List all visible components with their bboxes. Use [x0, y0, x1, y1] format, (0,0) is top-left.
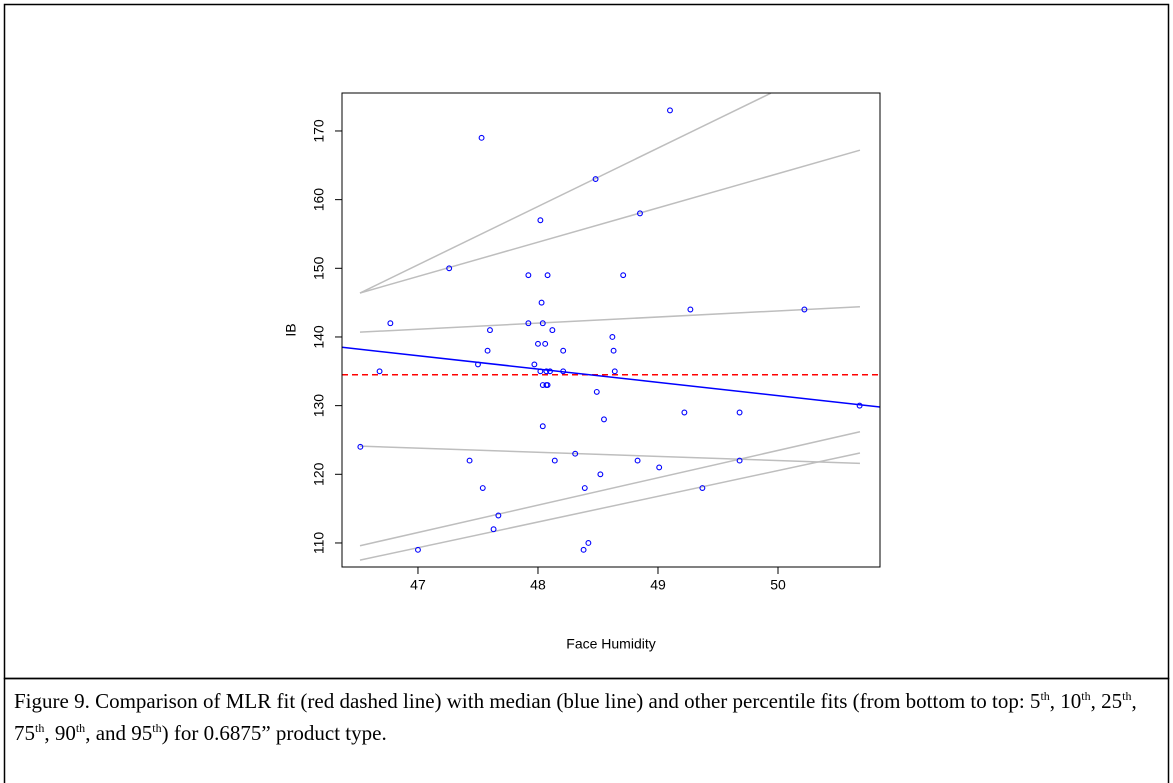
point	[601, 416, 607, 423]
point	[667, 107, 673, 114]
point	[478, 134, 485, 141]
caption-text: Figure 9. Comparison of MLR fit (red das…	[14, 689, 1041, 713]
point	[535, 340, 541, 347]
caption-text: , 10	[1049, 689, 1082, 713]
x-tick-label: 47	[410, 577, 426, 593]
caption-superscript: th	[1081, 689, 1091, 703]
point	[487, 327, 493, 334]
point	[593, 388, 600, 395]
point	[580, 546, 587, 553]
caption-text: ) for 0.6875” product type.	[161, 721, 387, 745]
point	[543, 368, 550, 375]
point	[543, 382, 550, 388]
fit-line	[359, 93, 772, 294]
point	[466, 457, 473, 464]
point	[525, 320, 532, 327]
caption-text: , and 95	[85, 721, 153, 745]
x-tick-label: 49	[650, 577, 666, 593]
point	[687, 306, 694, 313]
fit-line	[359, 306, 860, 333]
y-tick-label: 140	[311, 325, 327, 349]
x-tick-label: 50	[770, 577, 786, 593]
point	[736, 457, 743, 464]
caption-superscript: th	[35, 721, 45, 735]
point	[637, 210, 643, 217]
point	[387, 320, 394, 327]
plot-area	[342, 93, 880, 561]
point	[495, 512, 502, 519]
caption-text: , 75	[14, 689, 1137, 745]
point	[585, 540, 592, 546]
caption-superscript: th	[152, 721, 162, 735]
point	[539, 320, 546, 327]
point	[634, 457, 641, 464]
point	[620, 272, 627, 279]
y-tick-label: 130	[311, 394, 327, 418]
point	[581, 485, 588, 491]
y-tick-label: 110	[311, 532, 327, 555]
caption-superscript: th	[1040, 689, 1050, 703]
point	[415, 546, 421, 553]
point	[484, 347, 491, 354]
point	[490, 526, 497, 533]
point	[525, 272, 532, 279]
point	[551, 457, 558, 464]
figure-border	[3, 3, 1170, 680]
point	[592, 176, 599, 182]
y-tick-label: 150	[311, 256, 327, 280]
y-tick-label: 160	[311, 188, 327, 212]
point	[539, 423, 546, 430]
caption: Figure 9. Comparison of MLR fit (red das…	[0, 679, 1172, 749]
point	[549, 327, 556, 334]
fit-line	[359, 149, 861, 294]
point	[376, 368, 383, 375]
point	[538, 299, 545, 306]
y-axis-label: IB	[283, 323, 299, 336]
point	[609, 334, 616, 340]
point	[357, 443, 364, 450]
point	[856, 402, 863, 409]
point	[531, 361, 538, 368]
x-tick-label: 48	[530, 577, 546, 593]
point	[544, 272, 551, 279]
point	[681, 409, 688, 416]
caption-text: , 25	[1090, 689, 1123, 713]
point	[537, 368, 544, 375]
y-tick-label: 170	[311, 119, 327, 143]
point	[560, 368, 567, 375]
point	[542, 340, 549, 347]
fit-line	[359, 452, 861, 561]
point	[610, 347, 617, 354]
point	[475, 361, 481, 368]
point	[656, 464, 663, 471]
point	[547, 368, 553, 375]
x-axis-label: Face Humidity	[566, 636, 655, 652]
fit-line	[359, 430, 861, 547]
point	[611, 368, 618, 375]
point	[446, 265, 453, 272]
caption-text: , 90	[44, 721, 76, 745]
point	[479, 485, 486, 491]
point	[572, 450, 579, 457]
y-tick-label: 120	[311, 462, 327, 486]
caption-border	[3, 677, 1170, 783]
fit-line	[359, 445, 860, 465]
point	[699, 485, 706, 491]
caption-superscript: th	[1122, 689, 1132, 703]
point	[560, 347, 567, 354]
point	[537, 217, 544, 224]
point	[597, 471, 604, 478]
point	[801, 306, 808, 313]
caption-superscript: th	[75, 721, 86, 735]
point	[736, 409, 743, 416]
fit-line	[342, 346, 880, 408]
plot-frame	[341, 92, 881, 568]
